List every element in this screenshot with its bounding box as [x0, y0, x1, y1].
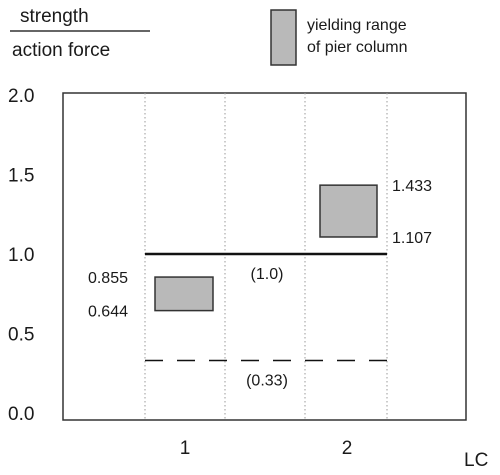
x-tick-label: 2 — [342, 438, 353, 459]
y-tick-label: 0.5 — [8, 325, 34, 346]
range-high-label: 0.855 — [88, 270, 128, 287]
ylabel-bottom: action force — [12, 40, 110, 61]
range-low-label: 1.107 — [392, 230, 432, 247]
y-tick-labels: 0.0 0.5 1.0 1.5 2.0 — [8, 86, 34, 425]
legend-swatch — [270, 9, 297, 66]
reference-line-label: (1.0) — [251, 266, 284, 283]
reference-lines: (1.0) (0.33) — [145, 252, 387, 390]
x-tick-label: 1 — [180, 438, 191, 459]
range-low-label: 0.644 — [88, 304, 128, 321]
range-box — [319, 184, 378, 238]
y-tick-label: 2.0 — [8, 86, 34, 107]
reference-line-label: (0.33) — [246, 373, 288, 390]
legend-label-line2: of pier column — [307, 39, 408, 56]
range-high-label: 1.433 — [392, 178, 432, 195]
range-box — [154, 276, 214, 312]
y-tick-label: 1.0 — [8, 245, 34, 266]
grid-lines — [144, 93, 388, 420]
yielding-ranges: 0.855 0.644 1.433 1.107 — [88, 178, 432, 320]
legend-label-line1: yielding range — [307, 17, 407, 34]
y-tick-label: 0.0 — [8, 404, 34, 425]
plot-frame — [62, 92, 467, 421]
y-tick-label: 1.5 — [8, 166, 34, 187]
xlabel: LC — [464, 450, 488, 471]
ylabel-top: strength — [20, 6, 89, 27]
